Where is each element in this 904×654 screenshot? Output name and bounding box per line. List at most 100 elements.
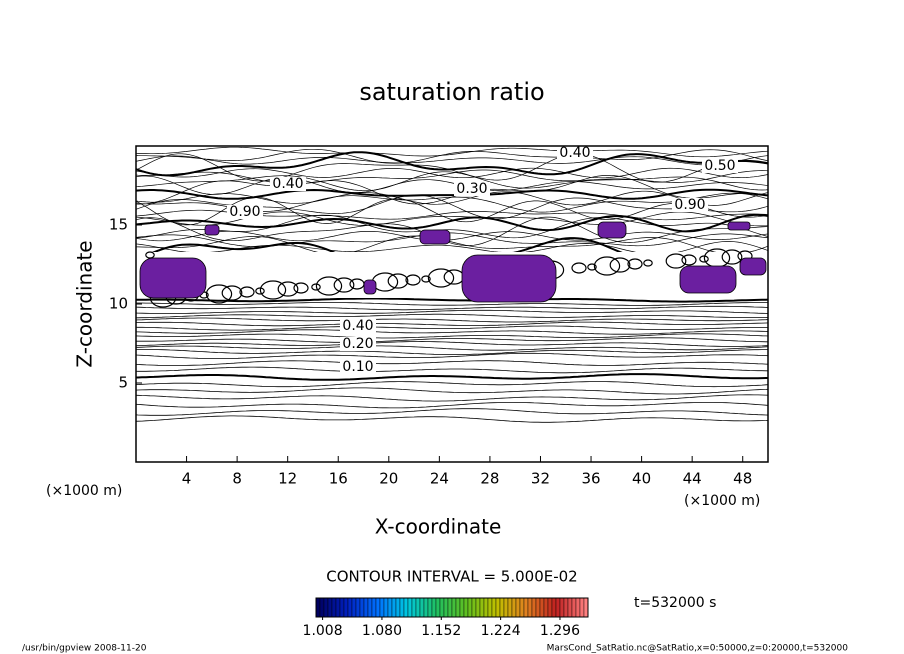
chart-title: saturation ratio bbox=[359, 78, 544, 106]
colorbar-stripe bbox=[547, 597, 553, 618]
colorbar-stripe bbox=[355, 597, 361, 618]
contour-line bbox=[136, 345, 768, 351]
colorbar-stripe bbox=[375, 597, 381, 618]
contour-line bbox=[136, 309, 768, 314]
colorbar-stripe bbox=[407, 597, 413, 618]
contour-interval: CONTOUR INTERVAL = 5.000E-02 bbox=[326, 568, 577, 586]
colorbar-stripe bbox=[527, 597, 533, 618]
contour-loop bbox=[405, 274, 421, 286]
contour-loop bbox=[699, 255, 709, 263]
saturated-region bbox=[679, 265, 737, 294]
colorbar-stripe bbox=[583, 597, 589, 618]
x-tick-label: 40 bbox=[632, 470, 651, 488]
contour-loop bbox=[427, 268, 455, 288]
saturated-region bbox=[419, 229, 451, 245]
contour-line bbox=[136, 329, 768, 335]
contour-loop bbox=[571, 262, 587, 274]
colorbar-stripe bbox=[431, 597, 437, 618]
contour-loop bbox=[277, 281, 299, 297]
colorbar-stripe bbox=[411, 597, 417, 618]
colorbar-stripe bbox=[331, 597, 337, 618]
contour-loop bbox=[205, 284, 233, 304]
colorbar-stripe bbox=[551, 597, 557, 618]
y-unit-label: (×1000 m) bbox=[46, 483, 122, 499]
colorbar-stripe bbox=[511, 597, 517, 618]
colorbar-stripe bbox=[395, 597, 401, 618]
contour-line bbox=[136, 171, 768, 192]
contour-line bbox=[136, 415, 768, 423]
contour-line bbox=[136, 349, 768, 356]
x-tick-label: 32 bbox=[531, 470, 550, 488]
contour-loop bbox=[221, 285, 243, 301]
contour-loop bbox=[587, 263, 597, 271]
contour-line bbox=[136, 366, 768, 374]
footer-left: /usr/bin/gpview 2008-11-20 bbox=[22, 644, 147, 654]
colorbar-stripe bbox=[351, 597, 357, 618]
contour-line bbox=[136, 151, 768, 177]
colorbar-stripe bbox=[335, 597, 341, 618]
x-unit-label: (×1000 m) bbox=[684, 493, 760, 509]
time-label: t=532000 s bbox=[634, 595, 716, 611]
contour-line bbox=[136, 337, 768, 343]
contour-line bbox=[136, 352, 768, 359]
colorbar-stripe bbox=[419, 597, 425, 618]
colorbar-stripe bbox=[519, 597, 525, 618]
contour-line bbox=[136, 216, 768, 246]
colorbar-stripe bbox=[479, 597, 485, 618]
colorbar-stripe bbox=[315, 597, 321, 618]
colorbar-stripe bbox=[343, 597, 349, 618]
colorbar-stripe bbox=[403, 597, 409, 618]
contour-loop bbox=[665, 253, 687, 269]
contour-label: 0.90 bbox=[674, 197, 705, 213]
contour-line bbox=[136, 196, 768, 226]
contour-line bbox=[136, 175, 768, 195]
colorbar-stripe bbox=[327, 597, 333, 618]
contour-line bbox=[136, 230, 768, 242]
contour-line bbox=[136, 167, 768, 179]
colorbar-stripe bbox=[563, 597, 569, 618]
colorbar-stripe bbox=[323, 597, 329, 618]
colorbar-stripe bbox=[555, 597, 561, 618]
colorbar-stripe bbox=[443, 597, 449, 618]
saturated-region bbox=[461, 254, 557, 303]
colorbar-stripe bbox=[487, 597, 493, 618]
contour-line bbox=[136, 317, 768, 323]
contour-line bbox=[136, 148, 768, 164]
colorbar-stripe bbox=[427, 597, 433, 618]
contour-loop bbox=[239, 286, 255, 298]
x-tick-label: 44 bbox=[683, 470, 702, 488]
colorbar-stripe bbox=[575, 597, 581, 618]
contour-label-bg bbox=[454, 182, 490, 196]
colorbar-stripe bbox=[471, 597, 477, 618]
contour-line bbox=[136, 302, 768, 306]
colorbar-stripe bbox=[459, 597, 465, 618]
contour-label-bg bbox=[340, 319, 376, 333]
colorbar-stripe bbox=[467, 597, 473, 618]
colorbar-stripe bbox=[363, 597, 369, 618]
colorbar-tick-label: 1.152 bbox=[421, 623, 461, 639]
contour-loop bbox=[293, 282, 309, 294]
colorbar-stripe bbox=[391, 597, 397, 618]
colorbar-stripe bbox=[543, 597, 549, 618]
x-tick-label: 4 bbox=[182, 470, 192, 488]
contour-label: 0.10 bbox=[342, 359, 373, 375]
colorbar-stripe bbox=[483, 597, 489, 618]
contour-loop bbox=[259, 280, 287, 300]
contour-label-bg bbox=[340, 337, 376, 351]
contour-label: 0.40 bbox=[342, 318, 373, 334]
colorbar-stripe bbox=[439, 597, 445, 618]
contour-line bbox=[136, 333, 768, 339]
colorbar-stripe bbox=[539, 597, 545, 618]
contour-line bbox=[136, 394, 768, 402]
contour-line bbox=[136, 211, 768, 227]
colorbar-stripe bbox=[415, 597, 421, 618]
y-tick-label: 5 bbox=[118, 374, 128, 392]
colorbar-stripe bbox=[507, 597, 513, 618]
colorbar-stripe bbox=[463, 597, 469, 618]
contour-line bbox=[136, 235, 768, 255]
colorbar: 1.008 1.080 1.152 1.224 1.296 bbox=[303, 597, 589, 639]
colorbar-stripe bbox=[339, 597, 345, 618]
colorbar-stripe bbox=[571, 597, 577, 618]
contour-label-bg bbox=[340, 360, 376, 374]
saturated-region bbox=[139, 257, 207, 299]
